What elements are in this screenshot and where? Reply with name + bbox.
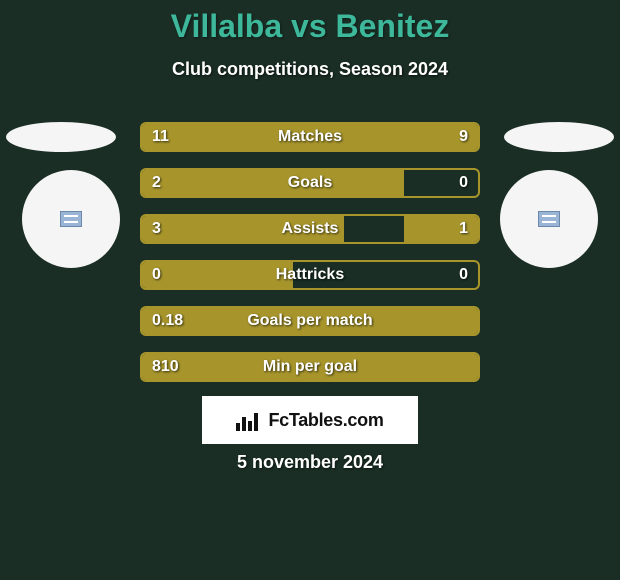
footer-date: 5 november 2024 xyxy=(0,452,620,473)
left-fill xyxy=(142,354,478,380)
stat-row-hattricks: Hattricks00 xyxy=(140,260,480,290)
bar-chart-icon xyxy=(236,409,262,431)
left-fill xyxy=(142,170,404,196)
comparison-bars: Matches119 Goals20 Assists31 Hattricks00 Goa… xyxy=(140,122,480,398)
left-fill xyxy=(142,216,344,242)
left-fill xyxy=(142,124,327,150)
stat-row-assists: Assists31 xyxy=(140,214,480,244)
left-player-ellipse xyxy=(6,122,116,152)
right-fill xyxy=(404,216,478,242)
stat-row-goals: Goals20 xyxy=(140,168,480,198)
branding-text: FcTables.com xyxy=(268,410,383,431)
left-fill xyxy=(142,308,478,334)
left-club-badge xyxy=(22,170,120,268)
stat-row-matches: Matches119 xyxy=(140,122,480,152)
page-subtitle: Club competitions, Season 2024 xyxy=(0,59,620,80)
stat-row-goals-per-match: Goals per match0.18 xyxy=(140,306,480,336)
page-title: Villalba vs Benitez xyxy=(0,0,620,45)
right-club-badge xyxy=(500,170,598,268)
left-fill xyxy=(142,262,293,288)
right-player-ellipse xyxy=(504,122,614,152)
stat-row-min-per-goal: Min per goal810 xyxy=(140,352,480,382)
placeholder-badge-icon xyxy=(538,211,560,227)
placeholder-badge-icon xyxy=(60,211,82,227)
branding-banner: FcTables.com xyxy=(202,396,418,444)
right-fill xyxy=(327,124,478,150)
